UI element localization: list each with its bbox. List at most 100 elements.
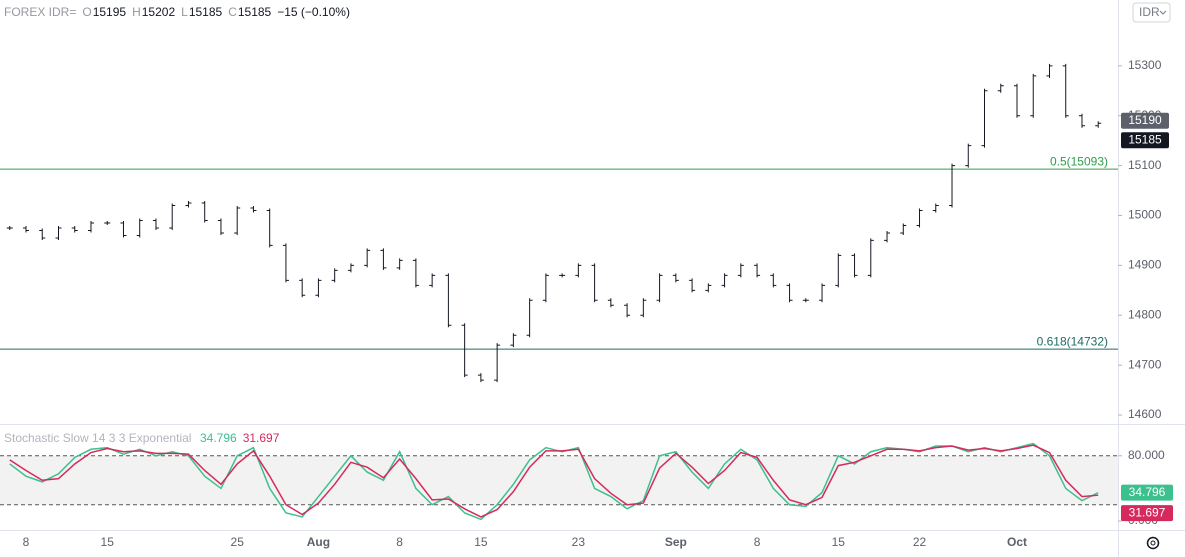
price-bar — [169, 203, 176, 230]
symbol: FOREX IDR= — [4, 5, 76, 19]
price-bar — [705, 283, 712, 293]
price-bar — [1046, 63, 1053, 78]
price-bar — [591, 263, 598, 303]
price-bar — [949, 163, 956, 208]
price-bar — [429, 273, 436, 288]
price-bar — [802, 298, 809, 303]
price-bar — [6, 225, 13, 230]
ohlc-value: 15185 — [238, 5, 272, 19]
y-tick-label: 14900 — [1128, 258, 1162, 272]
price-label: 15185 — [1128, 132, 1162, 146]
price-label: 15190 — [1128, 113, 1162, 127]
currency-label[interactable]: IDR — [1139, 5, 1160, 19]
x-tick-label: 8 — [754, 535, 761, 549]
price-bar — [672, 273, 679, 283]
price-bar — [851, 253, 858, 278]
legend-header: FOREX IDR= O 15195 H 15202 L 15185 C 15185 −15 (−… — [4, 5, 350, 19]
x-tick-label: 15 — [474, 535, 488, 549]
price-bar — [770, 273, 777, 288]
price-bar — [1062, 63, 1069, 118]
value-label-bg — [1121, 484, 1173, 501]
price-bar — [152, 218, 159, 230]
gear-ring — [1146, 536, 1160, 550]
price-bar — [364, 248, 371, 268]
indicator-title: Stochastic Slow 14 3 3 Exponential — [4, 431, 191, 445]
price-bar — [266, 208, 273, 248]
price-bar — [87, 220, 94, 233]
price-bar — [396, 258, 403, 270]
price-bar — [786, 283, 793, 303]
price-bar — [754, 263, 761, 278]
ohlc-value: 15185 — [189, 5, 223, 19]
price-bar — [1095, 121, 1102, 128]
price-bar — [282, 243, 289, 283]
price-bar — [575, 263, 582, 278]
ohlc-key: L — [181, 5, 188, 19]
price-bar — [867, 238, 874, 278]
currency-button[interactable] — [1132, 2, 1171, 23]
dropdown-icon — [1159, 10, 1167, 15]
price-bar — [347, 263, 354, 273]
price-bar — [55, 225, 62, 240]
y-tick-label: 80.000 — [1128, 448, 1165, 462]
ohlc-value: 15202 — [142, 5, 176, 19]
price-bar — [965, 143, 972, 168]
x-tick-label: Aug — [307, 535, 330, 549]
price-bar — [185, 201, 192, 208]
price-bar — [104, 220, 111, 225]
fib-label: 0.618(14732) — [1037, 334, 1108, 348]
price-label-bg — [1121, 132, 1169, 149]
y-tick-label: 14600 — [1128, 407, 1162, 421]
y-tick-label: 14700 — [1128, 357, 1162, 371]
x-tick-label: 8 — [23, 535, 30, 549]
ohlc-key: H — [132, 5, 141, 19]
price-bar — [721, 273, 728, 288]
price-bar — [624, 303, 631, 318]
fib-label: 0.5(15093) — [1050, 154, 1108, 168]
settings-icon[interactable] — [1146, 536, 1160, 550]
ohlc-key: O — [82, 5, 91, 19]
price-bar — [656, 273, 663, 303]
x-tick-label: 25 — [231, 535, 245, 549]
price-bar — [997, 83, 1004, 93]
price-bar — [234, 206, 241, 235]
price-bar — [315, 278, 322, 298]
change: −15 (−0.10%) — [277, 5, 350, 19]
price-bar — [510, 333, 517, 348]
y-tick-label: 15000 — [1128, 208, 1162, 222]
price-bar — [445, 273, 452, 328]
price-bar — [884, 230, 891, 243]
ohlc-value: 15195 — [93, 5, 127, 19]
value-label: 34.796 — [1129, 485, 1166, 499]
legend-value: 31.697 — [243, 431, 280, 445]
x-tick-label: Oct — [1007, 535, 1027, 549]
price-bar — [494, 343, 501, 383]
y-tick-label: 15100 — [1128, 158, 1162, 172]
price-bar — [689, 278, 696, 293]
price-bar — [461, 323, 468, 378]
price-bar — [201, 201, 208, 223]
price-bar — [559, 273, 566, 278]
ohlc-key: C — [228, 5, 237, 19]
value-label-bg — [1121, 505, 1173, 522]
price-bar — [981, 88, 988, 148]
price-bar — [23, 225, 29, 233]
price-bar — [71, 225, 78, 233]
gear-hub — [1150, 540, 1156, 546]
price-label-bg — [1121, 112, 1169, 129]
price-bar — [331, 268, 338, 283]
price-bar — [412, 258, 419, 288]
price-bar — [737, 263, 744, 278]
price-bar — [1030, 73, 1037, 118]
price-bar — [39, 228, 46, 240]
x-tick-label: 8 — [396, 535, 403, 549]
x-tick-label: 15 — [832, 535, 846, 549]
price-bar — [526, 298, 533, 338]
price-bar — [136, 218, 143, 238]
price-bar — [932, 203, 939, 213]
price-bar — [835, 253, 842, 288]
x-tick-label: 15 — [101, 535, 115, 549]
price-bar — [916, 208, 923, 228]
